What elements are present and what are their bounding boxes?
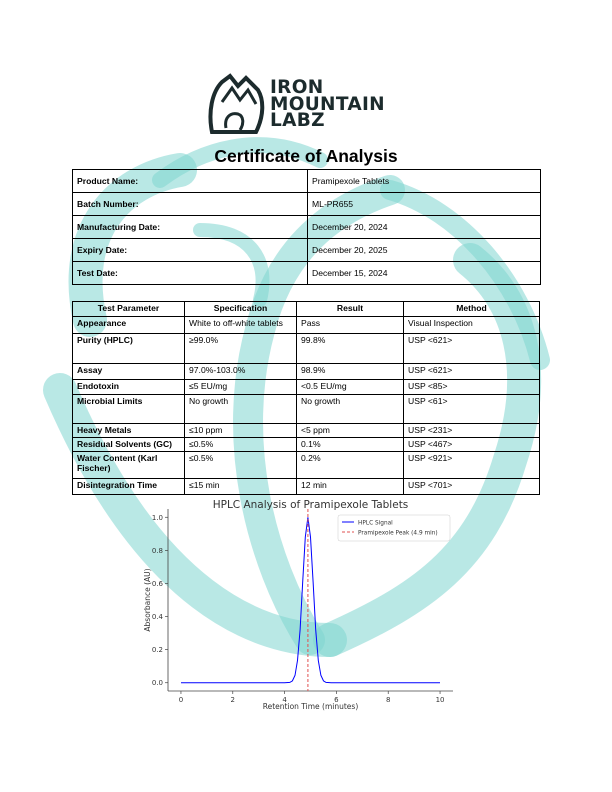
info-row: Expiry Date: December 20, 2025 xyxy=(72,238,541,262)
method: USP <701> xyxy=(403,478,540,495)
table-row: Assay 97.0%-103.0% 98.9% USP <621> xyxy=(72,363,540,380)
column-header: Specification xyxy=(184,301,297,317)
mountain-icon xyxy=(208,73,265,134)
info-row: Product Name: Pramipexole Tablets xyxy=(72,169,541,193)
method: USP <231> xyxy=(403,423,540,438)
result: No growth xyxy=(296,394,404,424)
info-value: Pramipexole Tablets xyxy=(307,169,541,193)
info-value: ML-PR655 xyxy=(307,192,541,216)
table-row: Endotoxin ≤5 EU/mg <0.5 EU/mg USP <85> xyxy=(72,379,540,395)
logo-line-3: LABZ xyxy=(270,110,325,131)
x-tick-label: 4 xyxy=(282,696,287,704)
y-tick-label: 1.0 xyxy=(152,514,163,522)
test-parameter: Water Content (Karl Fischer) xyxy=(72,451,185,479)
specification: ≤15 min xyxy=(184,478,297,495)
y-axis-label: Absorbance (AU) xyxy=(143,568,152,631)
table-row: Water Content (Karl Fischer) ≤0.5% 0.2% USP… xyxy=(72,451,540,479)
x-axis-label: Retention Time (minutes) xyxy=(263,702,359,711)
specification: 97.0%-103.0% xyxy=(184,363,297,380)
test-parameter: Endotoxin xyxy=(72,379,185,395)
specification: ≤10 ppm xyxy=(184,423,297,438)
x-tick-label: 8 xyxy=(386,696,390,704)
specification: ≤0.5% xyxy=(184,451,297,479)
result: <5 ppm xyxy=(296,423,404,438)
column-header: Test Parameter xyxy=(72,301,185,317)
page-title: Certificate of Analysis xyxy=(214,146,398,166)
logo-line-1: IRON xyxy=(270,77,324,98)
result: 0.1% xyxy=(296,437,404,452)
method: USP <85> xyxy=(403,379,540,395)
info-row: Batch Number: ML-PR655 xyxy=(72,192,541,216)
specification: ≤0.5% xyxy=(184,437,297,452)
test-parameter: Disintegration Time xyxy=(72,478,185,495)
y-tick-label: 0.8 xyxy=(152,547,163,555)
test-parameter: Microbial Limits xyxy=(72,394,185,424)
result: 0.2% xyxy=(296,451,404,479)
method: USP <621> xyxy=(403,363,540,380)
info-label: Expiry Date: xyxy=(72,238,308,262)
product-info-table: Product Name: Pramipexole Tablets Batch Nu… xyxy=(72,169,541,285)
test-parameter: Purity (HPLC) xyxy=(72,333,185,364)
result: <0.5 EU/mg xyxy=(296,379,404,395)
table-row: Microbial Limits No growth No growth USP <6… xyxy=(72,394,540,424)
result: Pass xyxy=(296,316,404,334)
y-tick-label: 0.0 xyxy=(152,679,163,687)
info-value: December 15, 2024 xyxy=(307,261,541,285)
y-tick-label: 0.6 xyxy=(152,580,164,588)
test-parameter: Appearance xyxy=(72,316,185,334)
legend-box xyxy=(337,514,451,542)
x-tick-label: 0 xyxy=(179,696,183,704)
result: 99.8% xyxy=(296,333,404,364)
legend-label-peak: Pramipexole Peak (4.9 min) xyxy=(358,531,438,537)
column-header: Method xyxy=(403,301,540,317)
method: USP <61> xyxy=(403,394,540,424)
legend-label-signal: HPLC Signal xyxy=(358,521,393,527)
specification: ≤5 EU/mg xyxy=(184,379,297,395)
hplc-signal-line xyxy=(181,517,440,684)
specification: No growth xyxy=(184,394,297,424)
info-label: Manufacturing Date: xyxy=(72,215,308,239)
table-row: Appearance White to off-white tablets Pass… xyxy=(72,316,540,334)
result: 98.9% xyxy=(296,363,404,380)
y-tick-label: 0.2 xyxy=(152,646,163,654)
test-parameter: Assay xyxy=(72,363,185,380)
info-label: Test Date: xyxy=(72,261,308,285)
company-logo: IRON MOUNTAIN LABZ xyxy=(208,72,408,138)
x-tick-label: 2 xyxy=(231,696,235,704)
info-label: Product Name: xyxy=(72,169,308,193)
table-row: Disintegration Time ≤15 min 12 min USP <701… xyxy=(72,478,540,495)
x-tick-label: 6 xyxy=(334,696,339,704)
hplc-chart: HPLC Analysis of Pramipexole Tablets Rete… xyxy=(143,499,453,711)
table-row: Heavy Metals ≤10 ppm <5 ppm USP <231> xyxy=(72,423,540,438)
test-results-table: Test Parameter Specification Result Method … xyxy=(72,301,540,495)
column-header: Result xyxy=(296,301,404,317)
result: 12 min xyxy=(296,478,404,495)
method: USP <921> xyxy=(403,451,540,479)
y-tick-label: 0.4 xyxy=(152,613,164,621)
test-parameter: Heavy Metals xyxy=(72,423,185,438)
x-tick-label: 10 xyxy=(436,696,445,704)
info-row: Manufacturing Date: December 20, 2024 xyxy=(72,215,541,239)
method: Visual Inspection xyxy=(403,316,540,334)
info-label: Batch Number: xyxy=(72,192,308,216)
table-row: Purity (HPLC) ≥99.0% 99.8% USP <621> xyxy=(72,333,540,364)
test-parameter: Residual Solvents (GC) xyxy=(72,437,185,452)
method: USP <621> xyxy=(403,333,540,364)
method: USP <467> xyxy=(403,437,540,452)
logo-line-2: MOUNTAIN xyxy=(270,93,385,115)
table-row: Residual Solvents (GC) ≤0.5% 0.1% USP <467> xyxy=(72,437,540,452)
info-row: Test Date: December 15, 2024 xyxy=(72,261,541,285)
specification: ≥99.0% xyxy=(184,333,297,364)
specification: White to off-white tablets xyxy=(184,316,297,334)
chart-title: HPLC Analysis of Pramipexole Tablets xyxy=(213,499,409,511)
info-value: December 20, 2025 xyxy=(307,238,541,262)
info-value: December 20, 2024 xyxy=(307,215,541,239)
